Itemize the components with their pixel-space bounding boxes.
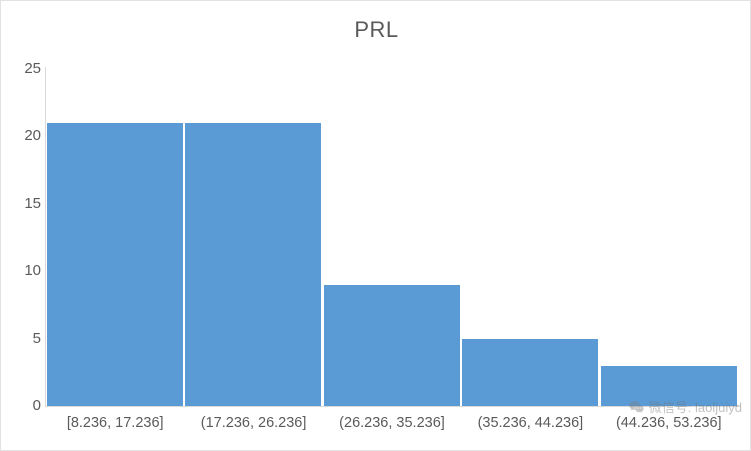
bar[interactable] [185, 122, 321, 406]
y-axis: 0 5 10 15 20 25 [1, 1, 41, 450]
y-axis-tick-label: 15 [24, 194, 41, 212]
y-axis-tick-label: 10 [24, 262, 41, 280]
chart-title: PRL [354, 17, 399, 42]
bar[interactable] [47, 122, 183, 406]
y-axis-tick-label: 25 [24, 60, 41, 77]
x-axis-line [45, 406, 739, 407]
y-axis-line [45, 67, 46, 407]
x-axis-tick-label: (44.236, 53.236] [615, 415, 722, 431]
plot-area [46, 69, 738, 406]
y-axis-tick-label: 5 [32, 329, 41, 347]
bar[interactable] [324, 284, 460, 406]
x-axis-tick-label: [8.236, 17.236] [66, 415, 164, 431]
bar[interactable] [462, 338, 598, 406]
y-axis-tick-label: 20 [24, 127, 41, 145]
bar[interactable] [601, 365, 737, 406]
x-axis: [8.236, 17.236] (17.236, 26.236] (26.236, … [46, 413, 738, 439]
x-axis-tick-label: (26.236, 35.236] [339, 415, 445, 431]
y-axis-tick-label: 0 [32, 397, 41, 414]
x-axis-tick-label: (17.236, 26.236] [200, 415, 307, 431]
x-axis-tick-label: (35.236, 44.236] [477, 415, 584, 431]
